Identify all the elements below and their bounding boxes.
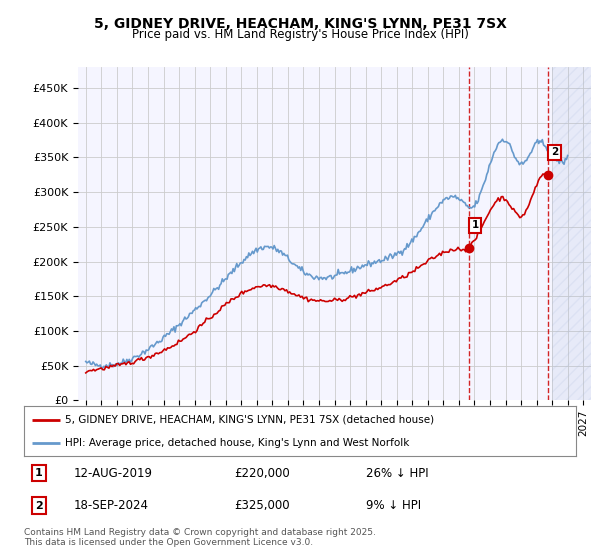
Text: Price paid vs. HM Land Registry's House Price Index (HPI): Price paid vs. HM Land Registry's House … — [131, 28, 469, 41]
Text: £325,000: £325,000 — [234, 499, 289, 512]
Text: 26% ↓ HPI: 26% ↓ HPI — [366, 467, 429, 480]
Text: HPI: Average price, detached house, King's Lynn and West Norfolk: HPI: Average price, detached house, King… — [65, 438, 410, 448]
Text: 5, GIDNEY DRIVE, HEACHAM, KING'S LYNN, PE31 7SX (detached house): 5, GIDNEY DRIVE, HEACHAM, KING'S LYNN, P… — [65, 414, 434, 424]
Text: 2: 2 — [551, 147, 558, 157]
Text: 9% ↓ HPI: 9% ↓ HPI — [366, 499, 421, 512]
Text: 12-AUG-2019: 12-AUG-2019 — [74, 467, 152, 480]
Text: £220,000: £220,000 — [234, 467, 290, 480]
Text: 2: 2 — [35, 501, 43, 511]
Text: 5, GIDNEY DRIVE, HEACHAM, KING'S LYNN, PE31 7SX: 5, GIDNEY DRIVE, HEACHAM, KING'S LYNN, P… — [94, 17, 506, 31]
Text: 1: 1 — [35, 468, 43, 478]
Text: Contains HM Land Registry data © Crown copyright and database right 2025.
This d: Contains HM Land Registry data © Crown c… — [24, 528, 376, 547]
Bar — [552, 67, 591, 400]
Text: 1: 1 — [472, 220, 479, 230]
Text: 18-SEP-2024: 18-SEP-2024 — [74, 499, 149, 512]
